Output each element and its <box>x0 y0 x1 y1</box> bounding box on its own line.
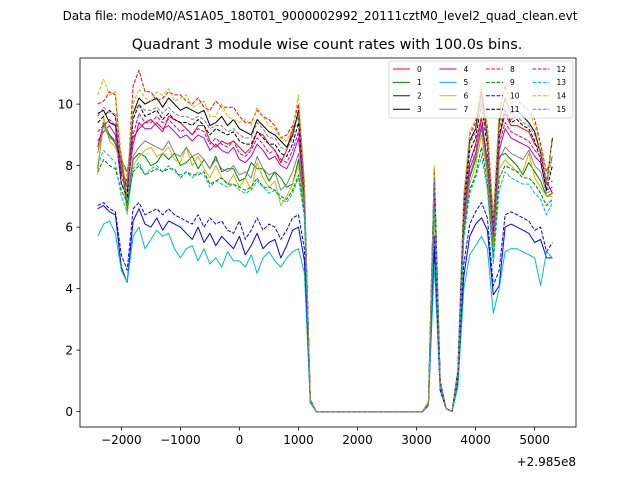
legend-label-12: 12 <box>557 65 567 74</box>
x-axis: −2000 −1000 0 1000 2000 3000 4000 5000 <box>101 427 550 447</box>
legend-label-3: 3 <box>417 105 422 114</box>
legend-label-9: 9 <box>510 78 515 87</box>
x-tick-label: −2000 <box>101 433 142 447</box>
legend-label-14: 14 <box>557 92 567 101</box>
x-tick-label: 3000 <box>401 433 432 447</box>
y-tick-label: 8 <box>65 159 73 173</box>
y-tick-label: 0 <box>65 405 73 419</box>
legend-label-13: 13 <box>557 78 567 87</box>
legend-label-2: 2 <box>417 92 422 101</box>
x-tick-label: 2000 <box>342 433 373 447</box>
legend-box <box>388 60 574 119</box>
legend-label-0: 0 <box>417 65 422 74</box>
legend-label-7: 7 <box>464 105 469 114</box>
series-layer <box>97 69 553 413</box>
y-tick-label: 10 <box>58 97 73 111</box>
chart-title: Quadrant 3 module wise count rates with … <box>132 37 523 53</box>
legend-label-5: 5 <box>464 78 469 87</box>
chart-suptitle: Data file: modeM0/AS1A05_180T01_90000029… <box>63 9 578 23</box>
legend-label-8: 8 <box>510 65 515 74</box>
x-tick-label: 4000 <box>460 433 491 447</box>
legend-label-11: 11 <box>510 105 520 114</box>
y-tick-label: 2 <box>65 343 73 357</box>
plot-frame <box>79 57 577 428</box>
y-tick-label: 4 <box>65 282 73 296</box>
x-tick-label: 1000 <box>283 433 314 447</box>
legend-label-4: 4 <box>464 65 469 74</box>
x-offset-label: +2.985e8 <box>517 455 576 469</box>
y-tick-label: 6 <box>65 220 73 234</box>
y-axis: 0 2 4 6 8 10 <box>58 97 80 419</box>
series-line-15 <box>97 97 553 413</box>
x-tick-label: 5000 <box>519 433 550 447</box>
legend-label-10: 10 <box>510 92 520 101</box>
legend-label-6: 6 <box>464 92 469 101</box>
legend-label-1: 1 <box>417 78 422 87</box>
legend-label-15: 15 <box>557 105 567 114</box>
x-tick-label: 0 <box>236 433 244 447</box>
x-tick-label: −1000 <box>160 433 201 447</box>
